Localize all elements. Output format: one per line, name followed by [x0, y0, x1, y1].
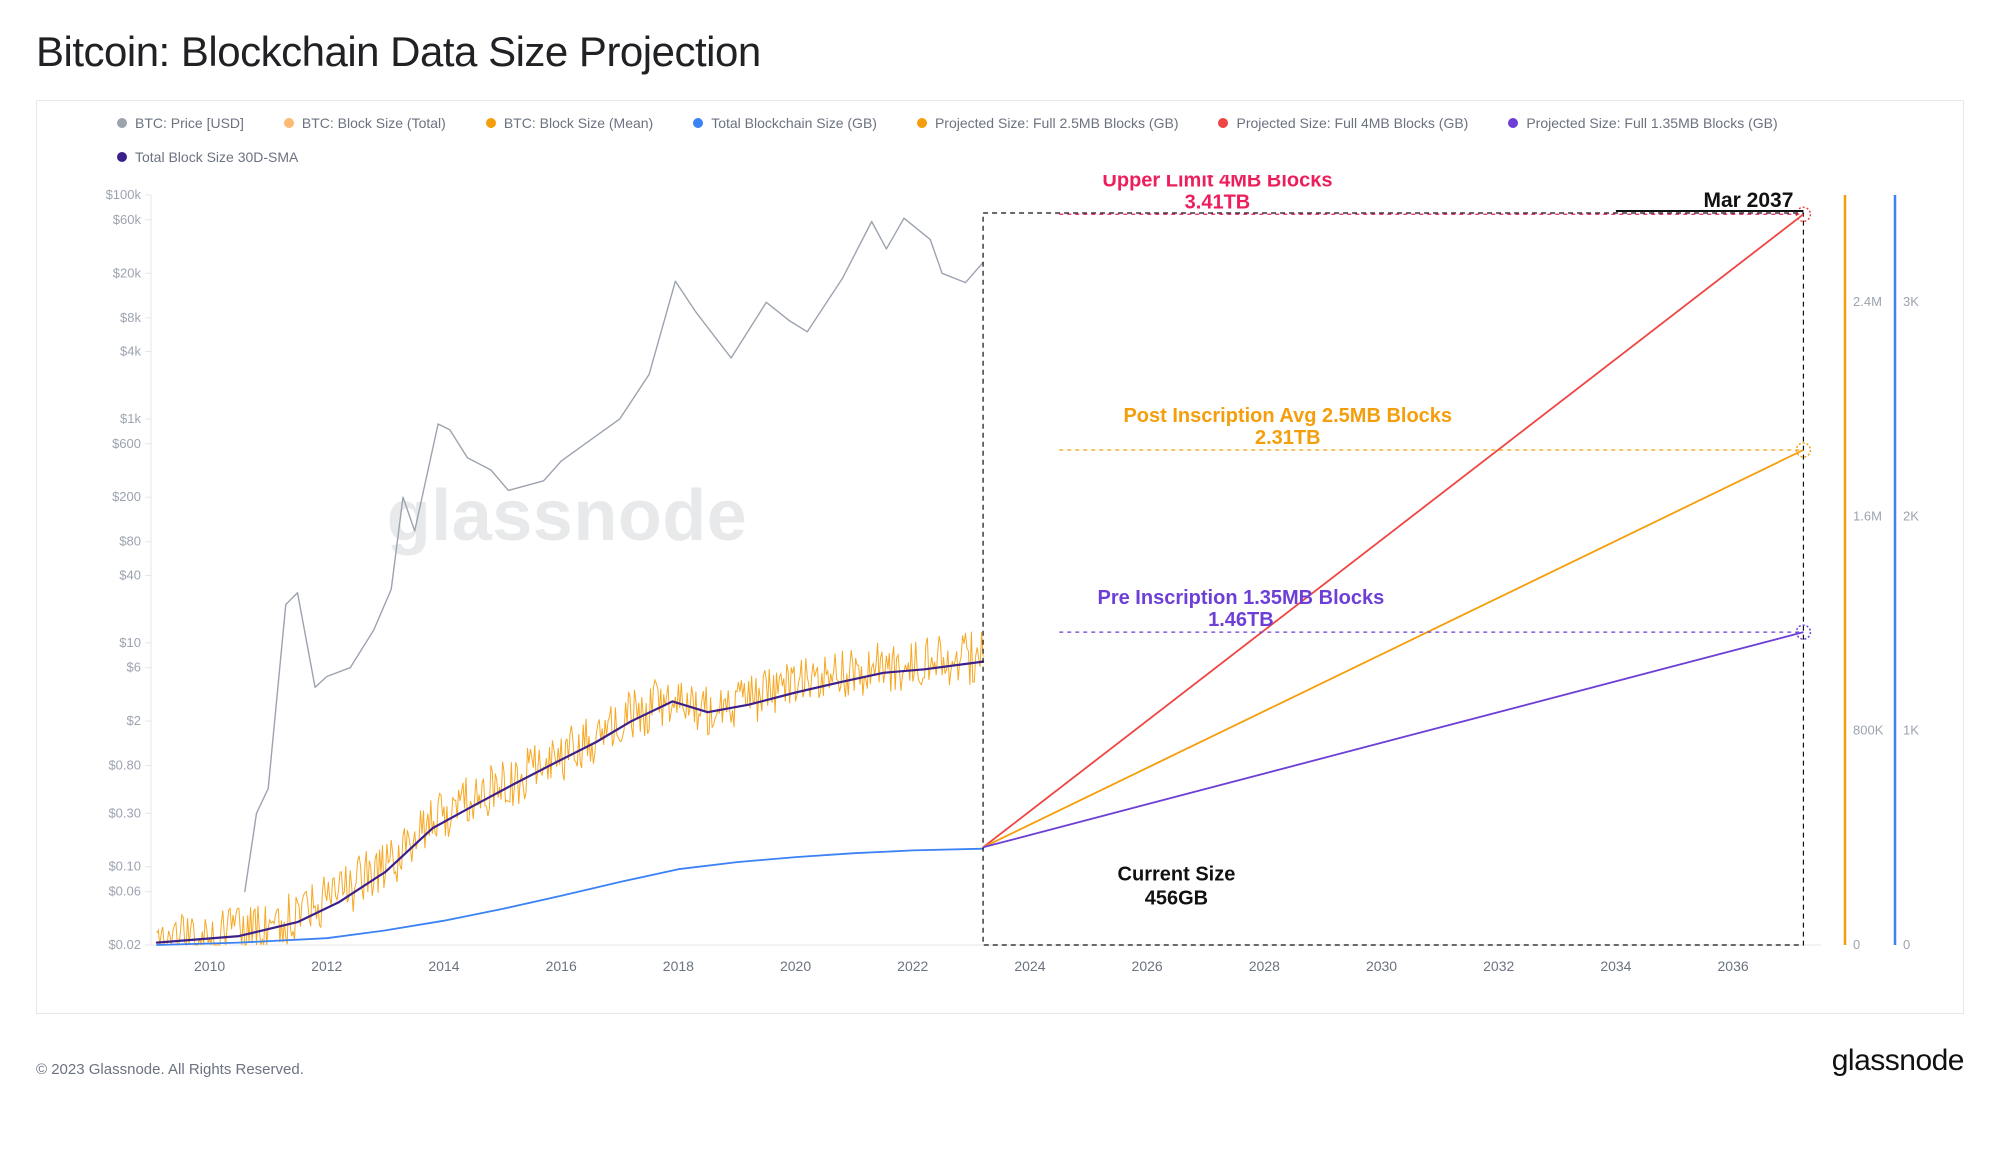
annotation-date: Mar 2037 [1704, 189, 1794, 212]
y-left-tick: $2 [127, 713, 141, 728]
annotation-lower-l2: 1.46TB [1208, 609, 1274, 631]
annotation-upper-l1: Upper Limit 4MB Blocks [1102, 175, 1332, 191]
y-left-tick: $100k [106, 187, 142, 202]
y-right-tick-m: 0 [1853, 937, 1860, 952]
chart-legend: BTC: Price [USD] BTC: Block Size (Total) B… [61, 115, 1939, 165]
x-tick: 2016 [546, 958, 577, 974]
legend-label: Projected Size: Full 1.35MB Blocks (GB) [1526, 115, 1777, 131]
y-left-tick: $80 [119, 534, 141, 549]
annotation-current-l2: 456GB [1145, 888, 1208, 910]
legend-swatch [117, 152, 127, 162]
x-tick: 2032 [1483, 958, 1514, 974]
page-title: Bitcoin: Blockchain Data Size Projection [36, 28, 1964, 76]
y-left-tick: $40 [119, 567, 141, 582]
y-left-tick: $8k [120, 310, 141, 325]
annotation-current-l1: Current Size [1118, 864, 1236, 886]
legend-item: Total Block Size 30D-SMA [117, 149, 298, 165]
legend-label: Total Block Size 30D-SMA [135, 149, 298, 165]
legend-swatch [486, 118, 496, 128]
annotation-mid-l2: 2.31TB [1255, 427, 1321, 449]
y-left-tick: $1k [120, 411, 141, 426]
legend-swatch [917, 118, 927, 128]
x-tick: 2012 [311, 958, 342, 974]
annotation-mid-l1: Post Inscription Avg 2.5MB Blocks [1123, 405, 1452, 427]
annotation-upper-l2: 3.41TB [1185, 191, 1251, 213]
x-tick: 2030 [1366, 958, 1397, 974]
legend-label: BTC: Block Size (Mean) [504, 115, 653, 131]
y-right-tick-m: 2.4M [1853, 294, 1882, 309]
x-tick: 2022 [897, 958, 928, 974]
x-tick: 2020 [780, 958, 811, 974]
legend-item: Projected Size: Full 1.35MB Blocks (GB) [1508, 115, 1777, 131]
legend-item: Projected Size: Full 4MB Blocks (GB) [1218, 115, 1468, 131]
plot-area: glassnode $0.02 $0.06 $0.10 $0.30 $0.80 $2 $6 $1… [61, 175, 1939, 995]
legend-label: BTC: Price [USD] [135, 115, 244, 131]
y-left-tick: $4k [120, 344, 141, 359]
chart-card: BTC: Price [USD] BTC: Block Size (Total) B… [36, 100, 1964, 1014]
legend-label: BTC: Block Size (Total) [302, 115, 446, 131]
copyright-text: © 2023 Glassnode. All Rights Reserved. [36, 1061, 304, 1078]
y-left-tick: $10 [119, 635, 141, 650]
y-right-tick-k: 0 [1903, 937, 1910, 952]
x-tick: 2010 [194, 958, 225, 974]
x-tick: 2024 [1014, 958, 1045, 974]
legend-item: BTC: Block Size (Total) [284, 115, 446, 131]
legend-swatch [1508, 118, 1518, 128]
y-left-tick: $0.30 [108, 805, 141, 820]
y-right-tick-m: 1.6M [1853, 508, 1882, 523]
watermark: glassnode [387, 476, 748, 556]
x-tick: 2034 [1600, 958, 1631, 974]
y-right-tick-m: 800K [1853, 723, 1884, 738]
x-tick: 2036 [1718, 958, 1749, 974]
legend-swatch [1218, 118, 1228, 128]
y-left-tick: $60k [113, 212, 142, 227]
brand-logo: glassnode [1832, 1044, 1964, 1078]
legend-swatch [693, 118, 703, 128]
legend-item: BTC: Price [USD] [117, 115, 244, 131]
y-left-tick: $6 [127, 660, 141, 675]
y-right-tick-k: 3K [1903, 294, 1919, 309]
annotation-lower-l1: Pre Inscription 1.35MB Blocks [1098, 587, 1385, 609]
x-tick: 2014 [428, 958, 459, 974]
x-tick: 2028 [1249, 958, 1280, 974]
y-right-tick-k: 2K [1903, 508, 1919, 523]
legend-label: Total Blockchain Size (GB) [711, 115, 877, 131]
footer: © 2023 Glassnode. All Rights Reserved. g… [36, 1044, 1964, 1078]
x-tick: 2026 [1132, 958, 1163, 974]
y-left-tick: $0.10 [108, 859, 141, 874]
legend-label: Projected Size: Full 2.5MB Blocks (GB) [935, 115, 1179, 131]
legend-item: BTC: Block Size (Mean) [486, 115, 653, 131]
y-right-tick-k: 1K [1903, 723, 1919, 738]
y-left-tick: $0.80 [108, 758, 141, 773]
y-left-tick: $0.02 [108, 937, 141, 952]
legend-item: Total Blockchain Size (GB) [693, 115, 877, 131]
chart-svg: glassnode $0.02 $0.06 $0.10 $0.30 $0.80 $2 $6 $1… [61, 175, 1941, 995]
y-left-tick: $200 [112, 489, 141, 504]
legend-item: Projected Size: Full 2.5MB Blocks (GB) [917, 115, 1179, 131]
y-left-tick: $20k [113, 265, 142, 280]
y-left-tick: $0.06 [108, 884, 141, 899]
x-tick: 2018 [663, 958, 694, 974]
y-left-tick: $600 [112, 436, 141, 451]
legend-label: Projected Size: Full 4MB Blocks (GB) [1236, 115, 1468, 131]
legend-swatch [284, 118, 294, 128]
legend-swatch [117, 118, 127, 128]
